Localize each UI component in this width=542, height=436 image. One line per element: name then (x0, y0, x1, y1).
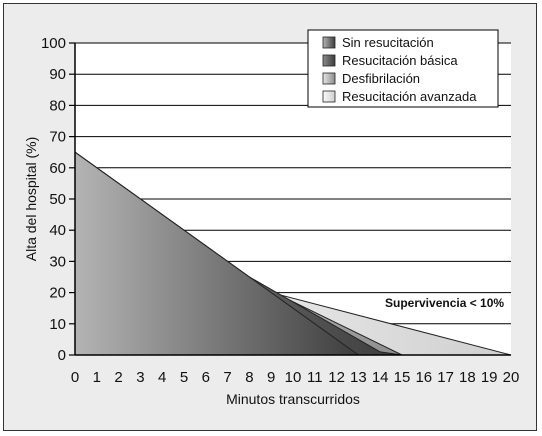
y-tick-label-100: 100 (41, 35, 66, 52)
y-tick-label-80: 80 (49, 97, 66, 114)
x-tick-label-12: 12 (328, 369, 345, 386)
legend-swatch-3 (322, 90, 336, 103)
x-axis-label: Minutos transcurridos (226, 391, 360, 407)
y-tick-label-50: 50 (49, 191, 66, 208)
y-tick-label-30: 30 (49, 253, 66, 270)
x-tick-label-14: 14 (372, 369, 389, 386)
legend-label-0: Sin resucitación (342, 35, 434, 50)
x-tick-label-10: 10 (285, 369, 302, 386)
x-tick-label-6: 6 (202, 369, 210, 386)
x-tick-label-7: 7 (223, 369, 231, 386)
x-tick-label-3: 3 (136, 369, 144, 386)
legend-swatch-1 (322, 54, 336, 67)
x-tick-label-11: 11 (307, 369, 323, 386)
legend-label-3: Resucitación avanzada (342, 89, 477, 104)
x-tick-label-16: 16 (415, 369, 432, 386)
y-tick-label-0: 0 (58, 347, 66, 364)
legend-label-2: Desfibrilación (342, 71, 420, 86)
x-tick-label-0: 0 (71, 369, 79, 386)
x-tick-labels: 0 1 2 3 4 5 6 7 8 9 10 11 12 13 14 15 16 17 18 19 20 (71, 369, 520, 386)
legend-swatch-2 (322, 72, 336, 85)
x-tick-label-5: 5 (180, 369, 188, 386)
legend-swatch-0 (322, 36, 336, 49)
axes (69, 42, 511, 356)
survival-annotation: Supervivencia < 10% (385, 296, 504, 310)
x-tick-label-4: 4 (158, 369, 166, 386)
legend: Sin resucitación Resucitación básica Desfi… (307, 29, 499, 108)
x-tick-label-18: 18 (459, 369, 476, 386)
x-tick-label-17: 17 (437, 369, 454, 386)
x-tick-label-2: 2 (114, 369, 122, 386)
y-tick-label-20: 20 (49, 285, 66, 302)
y-tick-labels: 0 10 20 30 40 50 60 70 80 90 100 (41, 35, 66, 364)
x-tick-label-8: 8 (245, 369, 253, 386)
x-tick-label-1: 1 (93, 369, 101, 386)
y-axis-label: Alta del hospital (%) (23, 137, 39, 262)
x-tick-label-13: 13 (350, 369, 367, 386)
y-tick-label-90: 90 (49, 66, 66, 83)
y-tick-label-70: 70 (49, 129, 66, 146)
x-tick-label-19: 19 (481, 369, 498, 386)
y-tick-label-40: 40 (49, 222, 66, 239)
grid-lines (75, 42, 511, 325)
y-tick-label-60: 60 (49, 160, 66, 177)
legend-label-1: Resucitación básica (342, 53, 458, 68)
x-tick-label-9: 9 (267, 369, 275, 386)
x-tick-label-20: 20 (503, 369, 520, 386)
y-tick-label-10: 10 (49, 316, 66, 333)
legend-box (307, 29, 499, 108)
x-tick-label-15: 15 (394, 369, 411, 386)
